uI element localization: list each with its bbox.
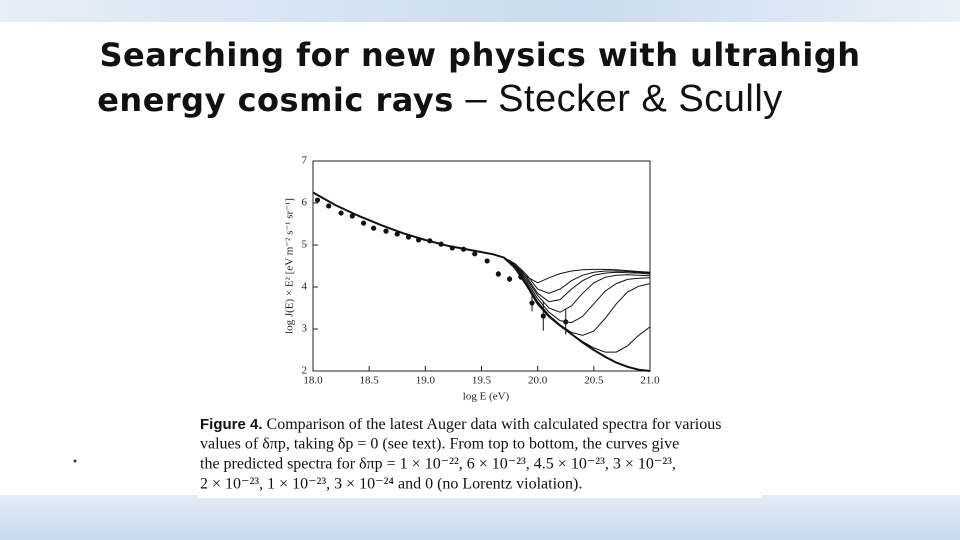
data-point xyxy=(518,274,524,280)
y-tick-label: 3 xyxy=(302,323,308,335)
figure-background xyxy=(198,145,762,498)
data-point xyxy=(484,258,490,264)
y-tick-label: 6 xyxy=(302,197,308,209)
data-point xyxy=(438,241,444,247)
y-tick-label: 7 xyxy=(302,155,308,167)
curve xyxy=(312,191,651,372)
authors: – Stecker & Scully xyxy=(465,78,783,120)
data-point xyxy=(326,203,332,209)
caption-text: Comparison of the latest Auger data with… xyxy=(267,416,722,433)
data-point xyxy=(360,220,367,226)
header-band xyxy=(0,0,960,22)
data-point xyxy=(529,300,535,306)
data-point xyxy=(460,246,467,252)
data-point xyxy=(349,213,355,219)
title-part: energy cosmic rays xyxy=(97,81,454,119)
caption-line: 2 × 10⁻²³, 1 × 10⁻²³, 3 × 10⁻²⁴ and 0 (n… xyxy=(200,476,582,493)
slide-title-line-2: energy cosmic rays – Stecker & Scully xyxy=(0,78,920,121)
caption-line: the predicted spectra for δπp = 1 × 10⁻²… xyxy=(200,456,676,473)
data-point xyxy=(540,313,546,319)
x-tick-label: 20.5 xyxy=(584,375,604,387)
slide-title-line-1: Searching for new physics with ultrahigh xyxy=(99,36,861,74)
x-tick-label: 19.0 xyxy=(416,375,436,387)
bullet xyxy=(73,459,77,463)
data-point xyxy=(383,228,389,234)
data-point xyxy=(415,237,422,243)
data-point xyxy=(563,319,569,325)
data-point xyxy=(338,210,344,216)
data-point xyxy=(472,251,478,257)
data-point xyxy=(394,231,400,237)
data-point xyxy=(405,234,412,240)
caption-label: Figure 4. xyxy=(200,416,263,433)
x-tick-label: 18.5 xyxy=(360,375,380,387)
footer-band xyxy=(0,495,960,540)
data-point xyxy=(314,197,321,203)
data-point xyxy=(449,245,455,251)
x-axis-label: log E (eV) xyxy=(463,391,510,403)
x-tick-label: 20.0 xyxy=(528,375,548,387)
x-tick-label: 18.0 xyxy=(303,375,323,387)
y-tick-label: 4 xyxy=(302,281,308,293)
data-point xyxy=(427,238,433,244)
data-point xyxy=(495,271,501,277)
x-tick-label: 19.5 xyxy=(472,375,492,387)
y-axis-label: log J(E) × E² [eV m⁻² s⁻¹ sr⁻¹] xyxy=(284,198,296,334)
data-point xyxy=(506,276,513,282)
y-tick-label: 5 xyxy=(302,239,308,251)
data-point xyxy=(371,225,377,231)
caption-line: values of δπp, taking δp = 0 (see text).… xyxy=(200,436,679,453)
y-tick-label: 2 xyxy=(302,365,308,377)
caption-line: Figure 4. Comparison of the latest Auger… xyxy=(200,416,721,433)
x-tick-label: 21.0 xyxy=(640,375,660,387)
